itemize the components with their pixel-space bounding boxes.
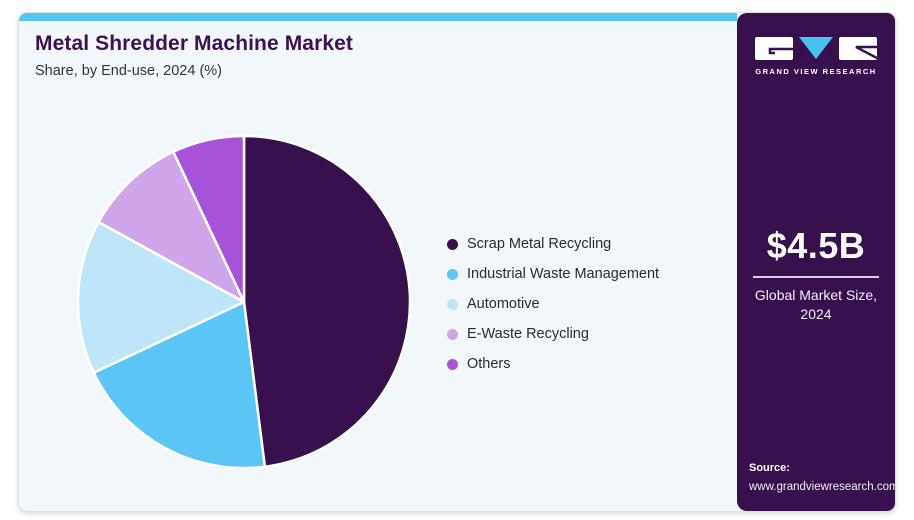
page-title: Metal Shredder Machine Market [35,32,353,55]
legend-label: Others [467,356,511,372]
legend-dot-icon [447,328,458,340]
legend-label: E-Waste Recycling [467,326,589,342]
pie-slice-industrial-waste-management [92,300,267,470]
gvr-logo-icon [755,37,877,60]
pie-slice-scrap-metal-recycling [242,134,412,468]
pie-chart [76,134,412,470]
chart-legend: Scrap Metal Recycling Industrial Waste Ma… [447,235,659,373]
legend-item-industrial-waste-management: Industrial Waste Management [447,265,659,283]
pie-slice-automotive [76,220,246,374]
grand-view-research-logo: GRAND VIEW RESEARCH [737,37,895,76]
market-size-block: $4.5B Global Market Size, 2024 [747,225,885,324]
source-url-link[interactable]: www.grandviewresearch.com [749,481,896,493]
infographic-card: Metal Shredder Machine Market Share, by … [18,12,896,512]
legend-item-others: Others [447,355,659,373]
legend-dot-icon [447,298,458,310]
legend-label: Scrap Metal Recycling [467,236,612,252]
market-size-label-line1: Global Market Size, [754,287,878,303]
legend-label: Industrial Waste Management [467,266,660,282]
brand-sidebar: GRAND VIEW RESEARCH $4.5B Global Market … [737,13,895,511]
market-size-value: $4.5B [766,225,866,266]
legend-label: Automotive [467,296,540,312]
source-block: Source: www.grandviewresearch.com [749,462,895,495]
legend-dot-icon [447,238,458,250]
chart-header: Metal Shredder Machine Market Share, by … [35,32,353,79]
divider [753,276,879,278]
legend-item-e-waste-recycling: E-Waste Recycling [447,325,659,343]
legend-item-automotive: Automotive [447,295,659,313]
market-size-label-line2: 2024 [800,305,832,322]
pie-slice-others [172,134,246,304]
pie-slice-e-waste-recycling [97,150,246,304]
market-size-label: Global Market Size, 2024 [747,286,885,324]
legend-dot-icon [447,358,458,370]
source-label: Source: [749,462,790,474]
accent-top-bar [19,13,737,21]
legend-dot-icon [447,268,458,280]
logo-wordmark: GRAND VIEW RESEARCH [755,67,877,76]
chart-panel: Metal Shredder Machine Market Share, by … [19,13,737,511]
page-subtitle: Share, by End-use, 2024 (%) [35,63,222,79]
legend-item-scrap-metal-recycling: Scrap Metal Recycling [447,235,659,253]
